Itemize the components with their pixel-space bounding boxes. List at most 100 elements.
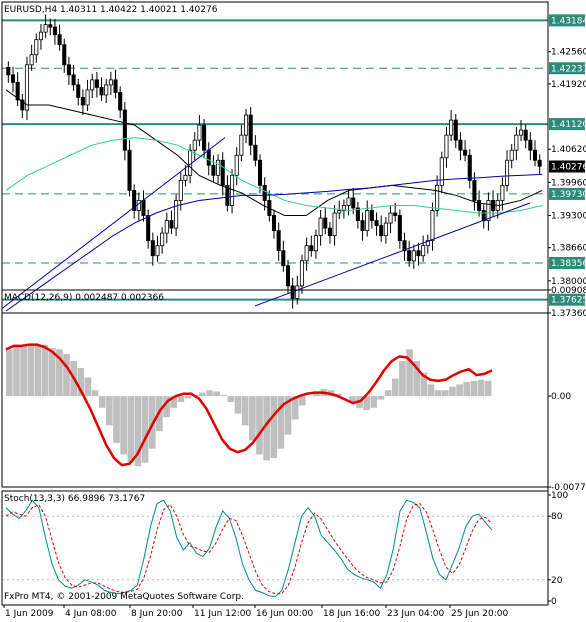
macd-histogram-bar: [141, 396, 149, 463]
candle-body: [197, 124, 202, 141]
candle-body: [206, 149, 211, 166]
candle-body: [444, 134, 449, 159]
macd-histogram-bar: [27, 345, 35, 397]
macd-histogram-bar: [198, 392, 206, 397]
candle-body: [430, 210, 435, 242]
macd-histogram-bar: [48, 348, 56, 397]
candle-body: [323, 217, 328, 229]
macd-histogram-bar: [463, 382, 471, 397]
candle-body: [472, 179, 477, 201]
macd-histogram-bar: [363, 396, 370, 411]
macd-histogram-bar: [391, 378, 399, 397]
candle-body: [169, 220, 174, 229]
macd-histogram-bar: [420, 372, 428, 397]
macd-histogram-bar: [98, 396, 106, 408]
candle-body: [38, 31, 43, 41]
candle-body: [76, 84, 81, 98]
candle-body: [383, 222, 388, 237]
level-price-label: 1.43184: [551, 16, 586, 26]
candle-body: [309, 245, 314, 252]
candle-body: [253, 144, 258, 161]
macd-histogram-bar: [470, 380, 478, 397]
candle-body: [346, 197, 351, 206]
macd-histogram-bar: [384, 390, 392, 397]
stochastic-panel-header: Stoch(13,3,3) 66.9896 73.1767: [4, 494, 145, 504]
current-price-tag: [549, 160, 585, 173]
price-tick-label: 1.39300: [551, 212, 586, 222]
macd-histogram-bar: [56, 349, 63, 397]
trendline: [254, 202, 531, 307]
level-price-tag: [549, 187, 585, 200]
macd-tick-label: 0.00908: [551, 286, 586, 296]
candle-body: [369, 210, 374, 221]
level-price-tag: [549, 62, 585, 75]
candle-body: [295, 285, 300, 299]
price-tick-label: 1.39960: [551, 178, 586, 188]
trendline: [1, 137, 226, 309]
candle-body: [62, 44, 67, 66]
candle-body: [388, 212, 393, 224]
time-axis-label: 4 Jun 08:00: [65, 609, 117, 619]
time-axis-label: 23 Jun 04:00: [387, 609, 444, 619]
price-tick-label: 1.41920: [551, 80, 586, 90]
candle-body: [435, 184, 440, 211]
candle-body: [6, 66, 11, 76]
candle-body: [313, 235, 318, 252]
candle-body: [449, 119, 454, 136]
macd-panel-header: MACD(12,26,9) 0.002487 0.002366: [4, 293, 164, 303]
candle-body: [211, 164, 216, 176]
level-price-label: 1.41120: [551, 120, 586, 130]
macd-histogram-bar: [227, 396, 235, 402]
macd-histogram-bar: [220, 394, 228, 397]
candle-body: [43, 24, 48, 33]
stoch-tick-label: 80: [551, 512, 563, 522]
macd-histogram-bar: [127, 396, 135, 463]
macd-histogram-bar: [206, 390, 213, 397]
macd-histogram-bar: [377, 396, 385, 400]
level-price-label: 1.39730: [551, 190, 586, 200]
candle-body: [155, 245, 160, 257]
candle-body: [136, 200, 141, 211]
candle-body: [365, 210, 370, 232]
candle-body: [337, 210, 342, 214]
macd-histogram-bar: [256, 396, 263, 455]
candle-body: [20, 99, 25, 111]
macd-histogram-bar: [134, 396, 142, 467]
candle-body: [514, 134, 519, 151]
stoch-main-line: [5, 499, 493, 598]
level-price-tag: [549, 256, 585, 269]
candle-body: [183, 174, 188, 181]
candle-body: [518, 129, 524, 136]
macd-tick-label: -0.00778: [551, 483, 586, 493]
candle-body: [178, 179, 183, 201]
macd-histogram-bar: [477, 379, 485, 397]
moving-average-line: [5, 173, 543, 312]
candle-body: [164, 220, 169, 234]
candle-body: [94, 79, 99, 88]
candle-body: [108, 79, 113, 86]
macd-histogram-bar: [277, 396, 285, 449]
candle-body: [188, 149, 193, 176]
macd-histogram-bar: [6, 349, 13, 397]
candle-body: [332, 212, 337, 237]
candle-body: [393, 212, 398, 216]
candle-body: [509, 149, 514, 161]
candle-body: [34, 39, 39, 56]
time-axis-label: 1 Jun 2009: [5, 609, 54, 619]
stoch-tick-label: 100: [551, 491, 568, 501]
macd-histogram-bar: [91, 390, 99, 397]
candle-body: [244, 114, 249, 136]
candle-body: [15, 81, 20, 101]
candle-body: [318, 217, 323, 237]
macd-histogram-bar: [20, 345, 27, 397]
macd-histogram-bar: [177, 396, 185, 402]
candle-body: [239, 134, 244, 156]
candle-body: [192, 139, 197, 151]
macd-histogram-bar: [106, 396, 113, 426]
macd-histogram-bar: [113, 396, 120, 443]
macd-tick-label: 0.00: [551, 392, 571, 402]
candle-body: [48, 24, 53, 28]
macd-histogram-bar: [349, 396, 356, 402]
macd-histogram-bar: [120, 396, 127, 455]
candle-body: [351, 197, 356, 209]
